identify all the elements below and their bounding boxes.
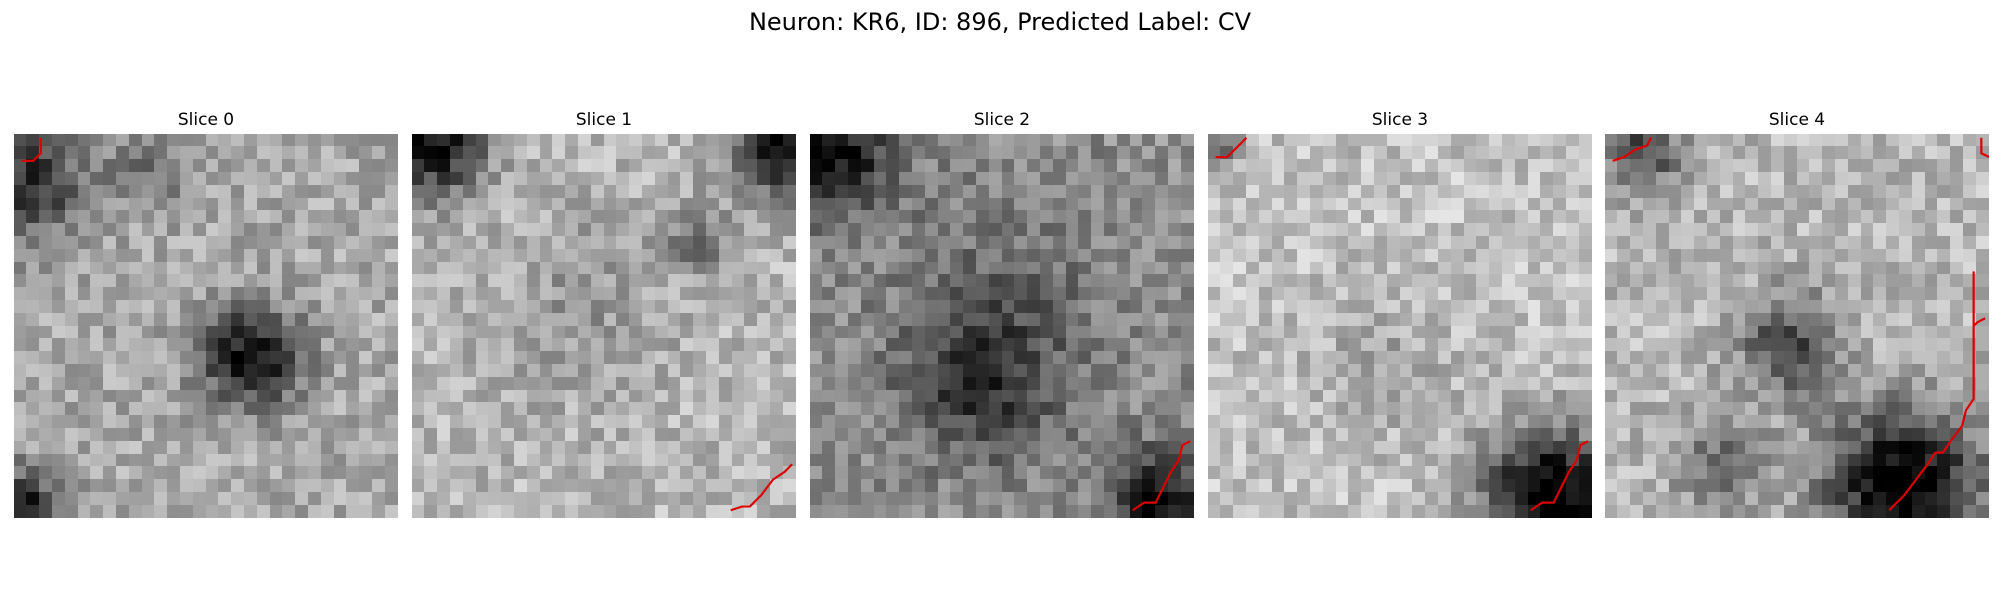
slice-image-4 bbox=[1605, 134, 1989, 518]
slice-panel-4: Slice 4 bbox=[1605, 108, 1989, 520]
slice-title-2: Slice 2 bbox=[973, 110, 1031, 130]
slice-title-4: Slice 4 bbox=[1768, 110, 1826, 130]
slice-title-0: Slice 0 bbox=[177, 110, 235, 130]
slice-panel-2: Slice 2 bbox=[810, 108, 1194, 520]
figure-title: Neuron: KR6, ID: 896, Predicted Label: C… bbox=[748, 8, 1252, 36]
slice-title-3: Slice 3 bbox=[1371, 110, 1429, 130]
slice-panel-0: Slice 0 bbox=[14, 108, 398, 520]
slice-panel-3: Slice 3 bbox=[1208, 108, 1592, 520]
slice-image-2 bbox=[810, 134, 1194, 518]
slice-panel-1: Slice 1 bbox=[412, 108, 796, 520]
slice-image-3 bbox=[1208, 134, 1592, 518]
slice-title-1: Slice 1 bbox=[575, 110, 633, 130]
slice-image-0 bbox=[14, 134, 398, 518]
slice-image-1 bbox=[412, 134, 796, 518]
